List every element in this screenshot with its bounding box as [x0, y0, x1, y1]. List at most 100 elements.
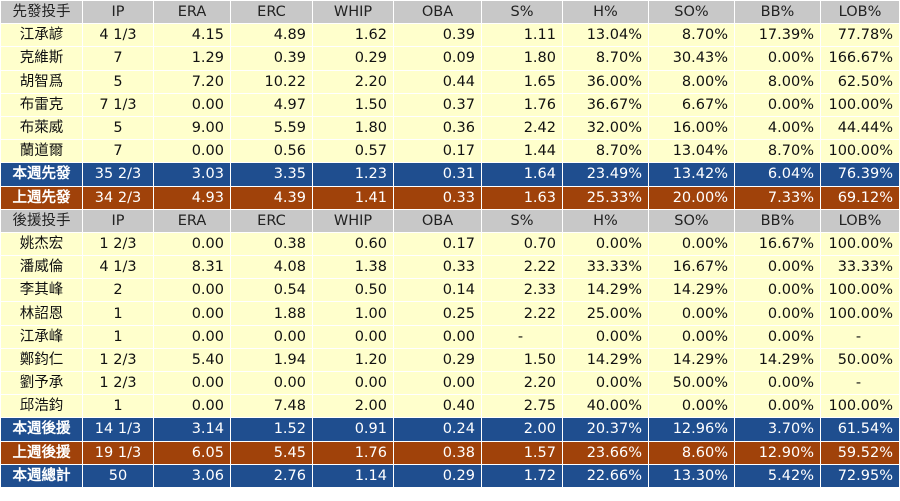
- stat-cell: 0.00: [154, 232, 230, 256]
- stat-cell: 36.67%: [563, 93, 648, 116]
- stat-cell: 1.11: [482, 24, 562, 47]
- stat-cell: 50.00%: [821, 348, 899, 371]
- stat-cell: 1.94: [231, 348, 312, 371]
- stat-cell: 2: [83, 279, 153, 302]
- stat-cell: 14.29%: [563, 348, 648, 371]
- stat-cell: 25.00%: [563, 302, 648, 325]
- pitcher-name-cell: 克維斯: [1, 47, 82, 70]
- stat-cell: 10.22: [231, 70, 312, 93]
- pitcher-name-cell: 胡智爲: [1, 70, 82, 93]
- stat-cell: 0.29: [313, 47, 393, 70]
- stat-cell: 100.00%: [821, 93, 899, 116]
- stat-cell: 0.00: [154, 325, 230, 348]
- stat-cell: 0.00: [154, 302, 230, 325]
- stat-cell: 1 2/3: [83, 348, 153, 371]
- stat-cell: 25.33%: [563, 186, 648, 209]
- stat-cell: 0.50: [313, 279, 393, 302]
- stat-cell: 0.00%: [735, 372, 820, 395]
- stat-cell: 3.03: [154, 163, 230, 186]
- stat-cell: 50: [83, 464, 153, 487]
- stat-cell: 3.70%: [735, 418, 820, 441]
- stat-cell: 0.00: [154, 372, 230, 395]
- table-row: 克維斯 7 1.29 0.39 0.29 0.09 1.80 8.70% 30.43% 0.00%…: [1, 47, 899, 70]
- stat-cell: 5: [83, 70, 153, 93]
- column-header: LOB%: [821, 1, 899, 24]
- pitcher-name-cell: 布雷克: [1, 93, 82, 116]
- summary-row-current-week: 本週先發 35 2/3 3.03 3.35 1.23 0.31 1.64 23.49% 13.4…: [1, 163, 899, 186]
- stat-cell: 13.04%: [649, 140, 734, 163]
- stat-cell: 2.20: [482, 372, 562, 395]
- pitcher-name-cell: 蘭道爾: [1, 140, 82, 163]
- stat-cell: 1.62: [313, 24, 393, 47]
- stat-cell: 166.67%: [821, 47, 899, 70]
- stat-cell: 0.29: [394, 464, 481, 487]
- stat-cell: 7: [83, 47, 153, 70]
- pitcher-name-cell: 江承諺: [1, 24, 82, 47]
- stat-cell: 61.54%: [821, 418, 899, 441]
- stat-cell: 7.33%: [735, 186, 820, 209]
- stat-cell: 4.97: [231, 93, 312, 116]
- pitcher-name-cell: 鄭鈞仁: [1, 348, 82, 371]
- table-row: 劉予承 1 2/3 0.00 0.00 0.00 0.00 2.20 0.00% 50.00% 0…: [1, 372, 899, 395]
- column-header: BB%: [735, 1, 820, 24]
- stat-cell: 4.15: [154, 24, 230, 47]
- stat-cell: 3.14: [154, 418, 230, 441]
- stat-cell: 0.00%: [735, 325, 820, 348]
- stat-cell: -: [482, 325, 562, 348]
- stat-cell: 8.70%: [563, 140, 648, 163]
- stat-cell: 5.45: [231, 441, 312, 464]
- stat-cell: 1.52: [231, 418, 312, 441]
- stat-cell: 34 2/3: [83, 186, 153, 209]
- stat-cell: 5.40: [154, 348, 230, 371]
- stat-cell: 0.00: [154, 395, 230, 418]
- stat-cell: 4 1/3: [83, 24, 153, 47]
- stat-cell: 0.17: [394, 232, 481, 256]
- stat-cell: 5: [83, 116, 153, 140]
- stat-cell: 1.88: [231, 302, 312, 325]
- column-header: H%: [563, 209, 648, 232]
- table-row: 李其峰 2 0.00 0.54 0.50 0.14 2.33 14.29% 14.29% 0.00…: [1, 279, 899, 302]
- stat-cell: 1 2/3: [83, 232, 153, 256]
- stat-cell: 0.00%: [735, 395, 820, 418]
- stat-cell: 0.00: [313, 372, 393, 395]
- stat-cell: 0.00%: [649, 232, 734, 256]
- summary-row-current-week: 本週總計 50 3.06 2.76 1.14 0.29 1.72 22.66% 13.30% 5.…: [1, 464, 899, 487]
- stat-cell: 1.41: [313, 186, 393, 209]
- column-header: H%: [563, 1, 648, 24]
- stat-cell: 1.38: [313, 256, 393, 279]
- column-header: ERC: [231, 1, 312, 24]
- table-row: 林詔恩 1 0.00 1.88 1.00 0.25 2.22 25.00% 0.00% 0.00%…: [1, 302, 899, 325]
- summary-row-last-week: 上週先發 34 2/3 4.93 4.39 1.41 0.33 1.63 25.33% 20.0…: [1, 186, 899, 209]
- stat-cell: 59.52%: [821, 441, 899, 464]
- stat-cell: 100.00%: [821, 395, 899, 418]
- stat-cell: -: [821, 325, 899, 348]
- stat-cell: 1.64: [482, 163, 562, 186]
- pitcher-name-cell: 姚杰宏: [1, 232, 82, 256]
- stat-cell: 0.00%: [735, 256, 820, 279]
- stat-cell: 0.00%: [563, 325, 648, 348]
- stat-cell: 0.00: [313, 325, 393, 348]
- stat-cell: 7.48: [231, 395, 312, 418]
- stat-cell: 0.09: [394, 47, 481, 70]
- stat-cell: 0.91: [313, 418, 393, 441]
- stat-cell: 8.31: [154, 256, 230, 279]
- table-row: 胡智爲 5 7.20 10.22 2.20 0.44 1.65 36.00% 8.00% 8.00…: [1, 70, 899, 93]
- stat-cell: 2.22: [482, 302, 562, 325]
- stat-cell: 100.00%: [821, 279, 899, 302]
- stat-cell: 0.00%: [563, 232, 648, 256]
- stat-cell: 0.00: [154, 93, 230, 116]
- stat-cell: 7.20: [154, 70, 230, 93]
- stat-cell: 0.37: [394, 93, 481, 116]
- stat-cell: 1.50: [482, 348, 562, 371]
- stat-cell: 33.33%: [821, 256, 899, 279]
- stat-cell: 1.29: [154, 47, 230, 70]
- stat-cell: 2.76: [231, 464, 312, 487]
- table-header-row: 先發投手 IP ERA ERC WHIP OBA S% H% SO% BB% LOB%: [1, 1, 899, 24]
- table-row: 江承諺 4 1/3 4.15 4.89 1.62 0.39 1.11 13.04% 8.70% 1…: [1, 24, 899, 47]
- table-row: 姚杰宏 1 2/3 0.00 0.38 0.60 0.17 0.70 0.00% 0.00% 16…: [1, 232, 899, 256]
- column-header: S%: [482, 209, 562, 232]
- stat-cell: 40.00%: [563, 395, 648, 418]
- stat-cell: 0.39: [394, 24, 481, 47]
- stat-cell: 2.33: [482, 279, 562, 302]
- stat-cell: 2.20: [313, 70, 393, 93]
